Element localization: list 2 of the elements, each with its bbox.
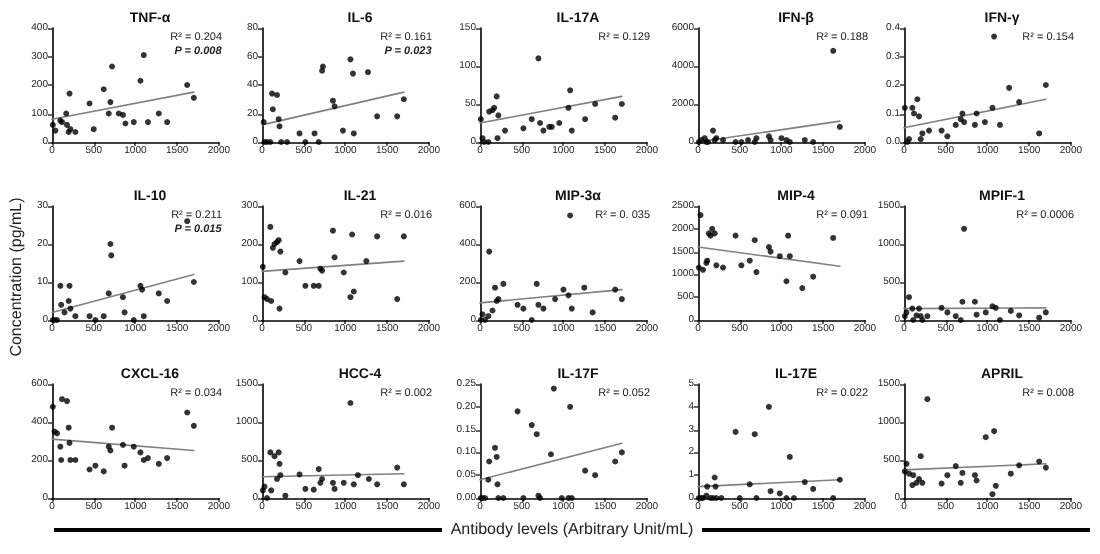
- y-axis-title: Concentration (pg/mL): [7, 195, 25, 361]
- x-axis-title: Antibody levels (Arbitrary Unit/mL): [448, 520, 696, 538]
